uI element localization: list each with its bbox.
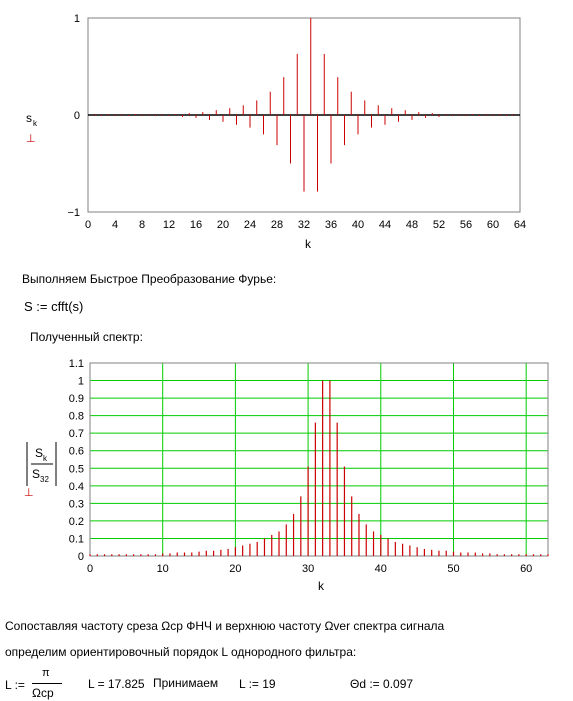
L-numerator: π	[42, 667, 50, 679]
chart2-ytick-label: 0.4	[69, 481, 84, 493]
chart1-xtick-label: 40	[352, 219, 364, 231]
spectrum-label: Полученный спектр:	[30, 330, 143, 344]
chart2-ylabel-marker: ⊥	[24, 487, 34, 499]
chart1-ytick-label: 0	[74, 110, 80, 122]
chart1-xtick-label: 48	[406, 219, 418, 231]
chart2-xtick-label: 0	[87, 563, 93, 575]
chart1-xtick-label: 28	[271, 219, 283, 231]
chart1-xtick-label: 60	[487, 219, 499, 231]
chart2-ytick-label: 0.9	[69, 393, 84, 405]
chart2-ytick-label: 0.7	[69, 428, 84, 440]
chart2-ytick-label: 0.3	[69, 498, 84, 510]
compare-line-1: Сопоставляя частоту среза Ωср ФНЧ и верх…	[5, 619, 445, 633]
theta-assign: Θd := 0.097	[350, 677, 414, 691]
chart2-frame	[89, 362, 549, 557]
chart2-ytick-label: 0.8	[69, 411, 84, 423]
accept-label: Принимаем	[153, 676, 219, 690]
spectrum-chart-svg: 0 10 20 30 40 50 60 0 0.1 0.2 0.3 0.4 0.5 0.6 0.7 0.8 0…	[24, 358, 549, 593]
chart2-ylabel-den: S	[32, 467, 40, 481]
chart1-xtick-label: 56	[460, 219, 472, 231]
chart1-ylabel: s	[26, 111, 32, 125]
L-definition: L := π Ωcp	[5, 667, 75, 701]
chart2-ytick-label: 0.1	[69, 533, 84, 545]
chart1-ytick-label: −1	[67, 207, 80, 219]
chart2-xtick-label: 20	[229, 563, 241, 575]
chart1-xtick-label: 16	[190, 219, 202, 231]
chart2-xtick-label: 40	[375, 563, 387, 575]
chart1-xtick-label: 52	[433, 219, 445, 231]
L-value: L = 17.825	[88, 677, 145, 691]
chart1-ylabel-sub: k	[33, 119, 38, 128]
chart1-ylabel-marker: ⊥	[26, 133, 36, 145]
fft-expression: S := cfft(s)	[24, 299, 84, 314]
chart1-ytick-label: 1	[74, 13, 80, 25]
chart2-xlabel: k	[318, 579, 325, 593]
chart1-xtick-label: 4	[112, 219, 118, 231]
chart2-ylabel-num-sub: k	[43, 454, 48, 463]
chart1-xtick-label: 44	[379, 219, 391, 231]
chart1-xtick-label: 20	[217, 219, 229, 231]
fft-intro-text: Выполняем Быстрое Преобразование Фурье:	[22, 272, 277, 286]
chart2-ytick-label: 1.1	[69, 358, 84, 370]
L-denominator: Ωcp	[32, 686, 54, 700]
L-lhs: L :=	[5, 678, 25, 692]
signal-chart: 0 4 8 12 16 20 24 28 32 36 40 44 48 52 56 60 64 1 0 −1 s k…	[0, 0, 573, 260]
chart2-ytick-label: 0	[78, 551, 84, 563]
chart2-ytick-label: 0.5	[69, 463, 84, 475]
chart2-ytick-label: 0.2	[69, 516, 84, 528]
spectrum-chart: 0 10 20 30 40 50 60 0 0.1 0.2 0.3 0.4 0.5 0.6 0.7 0.8 0…	[0, 350, 573, 600]
L-assign: L := 19	[239, 677, 276, 691]
L-fraction-line	[32, 683, 62, 684]
chart2-xtick-label: 10	[157, 563, 169, 575]
chart2-xtick-label: 60	[520, 563, 532, 575]
chart2-ylabel: S k S 32 ⊥	[24, 442, 57, 499]
chart1-xtick-label: 36	[325, 219, 337, 231]
chart1-xtick-label: 24	[244, 219, 256, 231]
chart2-xtick-label: 30	[302, 563, 314, 575]
chart1-xtick-label: 32	[298, 219, 310, 231]
chart1-xlabel: k	[305, 237, 312, 251]
compare-line-2: определим ориентировочный порядок L одно…	[5, 645, 357, 659]
chart2-ytick-label: 0.6	[69, 446, 84, 458]
chart2-ytick-label: 1	[78, 376, 84, 388]
chart2-ylabel-num: S	[35, 446, 43, 460]
chart2-ylabel-den-sub: 32	[40, 475, 49, 484]
chart1-xtick-label: 0	[85, 219, 91, 231]
chart2-xtick-label: 50	[447, 563, 459, 575]
chart1-xtick-label: 64	[514, 219, 526, 231]
chart1-xtick-label: 12	[163, 219, 175, 231]
signal-chart-svg: 0 4 8 12 16 20 24 28 32 36 40 44 48 52 56 60 64 10−1 s k…	[26, 13, 526, 251]
chart1-xtick-label: 8	[139, 219, 145, 231]
